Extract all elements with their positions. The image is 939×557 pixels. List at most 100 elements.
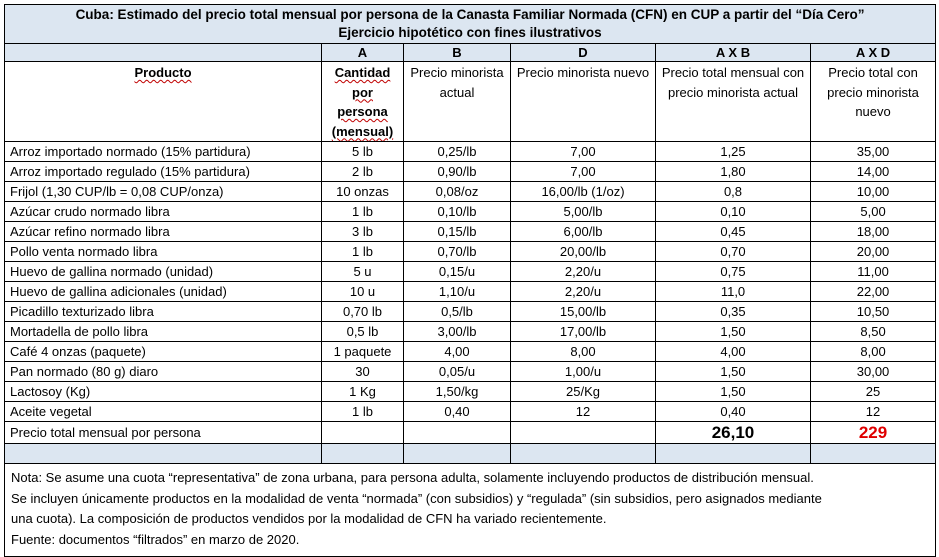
cell-precio-nuevo: 2,20/u [510,281,656,302]
cell-total-nuevo: 10,00 [809,181,937,202]
cell-producto: Azúcar refino normado libra [4,221,322,242]
table-row: Café 4 onzas (paquete) 1 paquete 4,00 8,00 4… [4,341,937,362]
cell-cantidad: 5 u [321,261,404,282]
cell-producto: Aceite vegetal [4,401,322,422]
cell-total-actual: 11,0 [655,281,811,302]
cell-total-nuevo: 30,00 [809,361,937,382]
spacer-cell [809,443,937,464]
letter-axb: A X B [655,43,811,62]
cell-producto: Huevo de gallina normado (unidad) [4,261,322,282]
spacer-row [4,443,937,464]
cell-cantidad: 5 lb [321,141,404,162]
cell-total-nuevo: 8,00 [809,341,937,362]
cell-precio-nuevo: 7,00 [510,161,656,182]
cell-total-nuevo: 12 [809,401,937,422]
cell-cantidad: 1 Kg [321,381,404,402]
cell-total-nuevo: 18,00 [809,221,937,242]
cell-producto: Pan normado (80 g) diaro [4,361,322,382]
cell-total-actual: 0,40 [655,401,811,422]
cell-cantidad: 0,5 lb [321,321,404,342]
table-row: Pollo venta normado libra 1 lb 0,70/lb 20,0… [4,241,937,262]
header-total-actual: Precio total mensual con precio minorist… [655,61,811,142]
price-table: Cuba: Estimado del precio total mensual … [3,4,937,557]
total-row: Precio total mensual por persona 26,10 2… [4,421,937,444]
table-row: Mortadella de pollo libra 0,5 lb 3,00/lb 17… [4,321,937,342]
cell-total-actual: 4,00 [655,341,811,362]
cell-precio-actual: 0,5/lb [403,301,511,322]
cell-producto: Pollo venta normado libra [4,241,322,262]
cell-cantidad: 3 lb [321,221,404,242]
cell-total-actual: 0,45 [655,221,811,242]
title-row: Cuba: Estimado del precio total mensual … [3,4,937,44]
letter-empty [4,43,322,62]
cell-precio-actual: 0,40 [403,401,511,422]
cell-total-nuevo: 25 [809,381,937,402]
cell-precio-nuevo: 8,00 [510,341,656,362]
header-precio-nuevo: Precio minorista nuevo [510,61,656,142]
cell-precio-nuevo: 6,00/lb [510,221,656,242]
header-precio-actual: Precio minorista actual [403,61,511,142]
note-line-1: Nota: Se asume una cuota “representativa… [11,470,814,485]
cell-precio-actual: 0,15/lb [403,221,511,242]
cell-producto: Picadillo texturizado libra [4,301,322,322]
cell-precio-actual: 1,10/u [403,281,511,302]
total-empty-b [403,421,511,444]
header-row: Producto Cantidad por persona (mensual) … [4,61,937,142]
cell-precio-nuevo: 15,00/lb [510,301,656,322]
cell-cantidad: 1 paquete [321,341,404,362]
cell-cantidad: 1 lb [321,401,404,422]
cell-producto: Azúcar crudo normado libra [4,201,322,222]
table-row: Frijol (1,30 CUP/lb = 0,08 CUP/onza) 10 o… [4,181,937,202]
total-empty-a [321,421,404,444]
cell-total-nuevo: 20,00 [809,241,937,262]
cell-total-actual: 0,8 [655,181,811,202]
cell-precio-actual: 0,25/lb [403,141,511,162]
cell-precio-nuevo: 17,00/lb [510,321,656,342]
cell-total-actual: 1,25 [655,141,811,162]
cell-precio-actual: 0,70/lb [403,241,511,262]
table-row: Arroz importado regulado (15% partidura)… [4,161,937,182]
cell-producto: Café 4 onzas (paquete) [4,341,322,362]
table-title: Cuba: Estimado del precio total mensual … [3,4,937,44]
cell-precio-actual: 0,15/u [403,261,511,282]
total-empty-d [510,421,656,444]
cell-precio-nuevo: 25/Kg [510,381,656,402]
cell-precio-actual: 0,05/u [403,361,511,382]
note-cell: Nota: Se asume una cuota “representativa… [3,463,937,557]
cell-cantidad: 10 onzas [321,181,404,202]
cell-precio-nuevo: 20,00/lb [510,241,656,262]
cell-cantidad: 2 lb [321,161,404,182]
total-nuevo-value: 229 [809,421,937,444]
header-total-nuevo: Precio total con precio minorista nuevo [809,61,937,142]
table-row: Azúcar refino normado libra 3 lb 0,15/lb 6,… [4,221,937,242]
cell-producto: Frijol (1,30 CUP/lb = 0,08 CUP/onza) [4,181,322,202]
letter-a: A [321,43,404,62]
cell-total-nuevo: 8,50 [809,321,937,342]
cell-producto: Arroz importado normado (15% partidura) [4,141,322,162]
cell-precio-actual: 3,00/lb [403,321,511,342]
cell-precio-actual: 0,90/lb [403,161,511,182]
cell-producto: Lactosoy (Kg) [4,381,322,402]
cell-precio-actual: 0,10/lb [403,201,511,222]
cell-precio-nuevo: 7,00 [510,141,656,162]
cell-cantidad: 1 lb [321,201,404,222]
note-line-3: una cuota). La composición de productos … [11,511,607,526]
title-line-1: Cuba: Estimado del precio total mensual … [75,7,865,22]
cell-producto: Huevo de gallina adicionales (unidad) [4,281,322,302]
note-line-2: Se incluyen únicamente productos en la m… [11,490,822,506]
source-line: Fuente: documentos “filtrados” en marzo … [11,531,300,547]
header-cantidad: Cantidad por persona (mensual) [321,61,404,142]
cell-precio-actual: 4,00 [403,341,511,362]
spacer-cell [4,443,322,464]
total-label: Precio total mensual por persona [4,421,322,444]
cell-total-nuevo: 11,00 [809,261,937,282]
table-row: Picadillo texturizado libra 0,70 lb 0,5/lb… [4,301,937,322]
table-row: Pan normado (80 g) diaro 30 0,05/u 1,00/u 1,… [4,361,937,382]
cell-cantidad: 10 u [321,281,404,302]
cell-total-actual: 1,50 [655,381,811,402]
spacer-cell [655,443,811,464]
cell-precio-actual: 0,08/oz [403,181,511,202]
spacer-cell [403,443,511,464]
spacer-cell [510,443,656,464]
cell-producto: Arroz importado regulado (15% partidura) [4,161,322,182]
